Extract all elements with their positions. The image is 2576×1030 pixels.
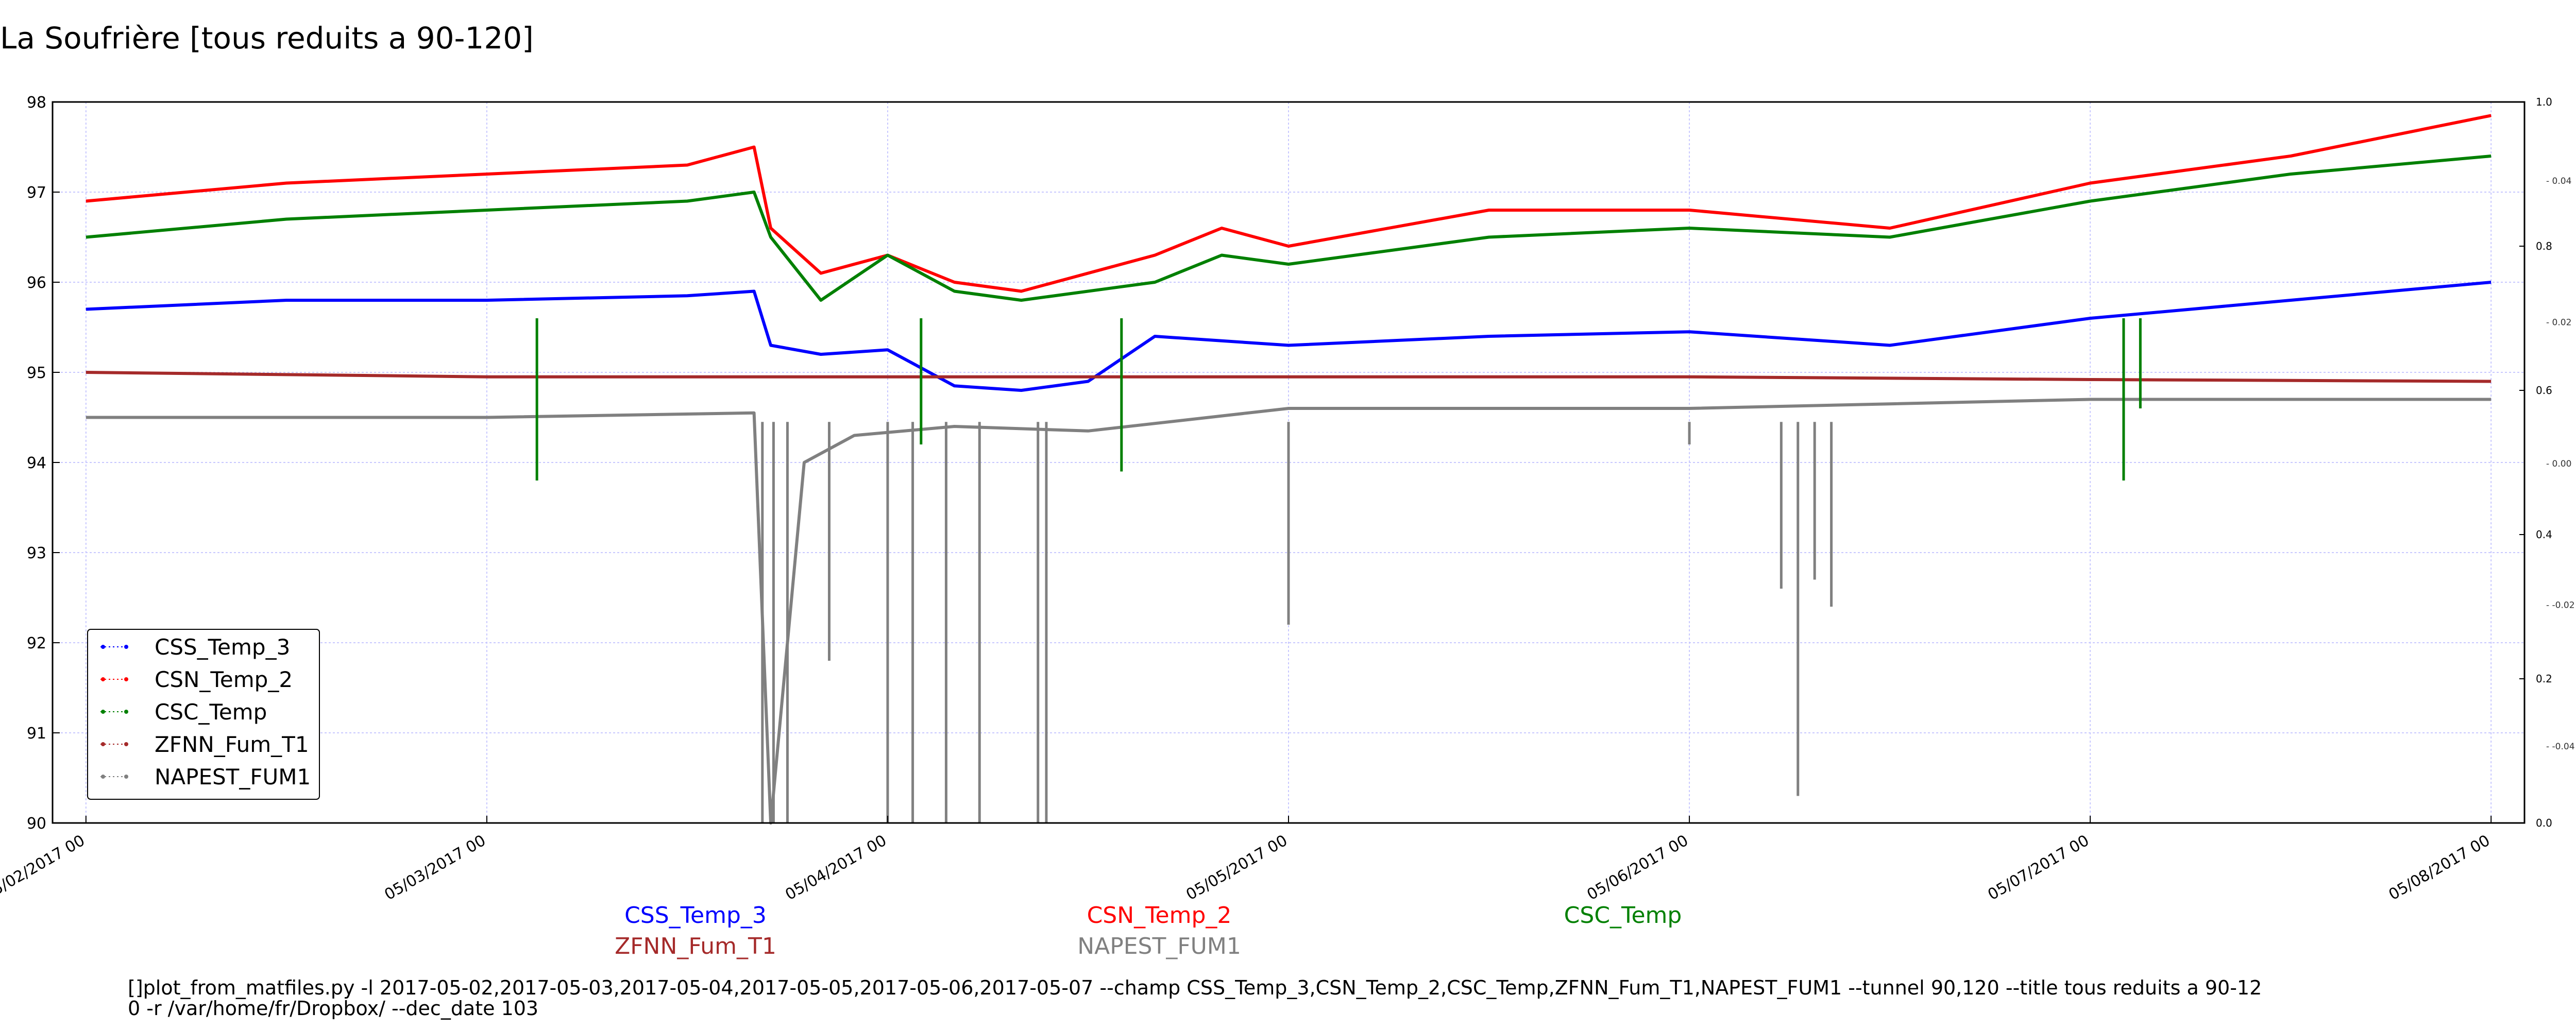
legend-marker: [124, 645, 128, 649]
y-tick-label: 94: [27, 454, 46, 472]
y2-tick-label: 0.0: [2536, 817, 2552, 829]
series-caption: CSS_Temp_3: [624, 902, 767, 929]
y2-tick-label: 0.4: [2536, 528, 2552, 541]
series-caption: CSC_Temp: [1564, 902, 1682, 929]
series-lines: [86, 114, 2492, 825]
command-line-2: 0 -r /var/home/fr/Dropbox/ --dec_date 10…: [128, 997, 539, 1020]
y-tick-label: 92: [27, 634, 46, 653]
x-tick-label: 05/05/2017 00: [1183, 832, 1291, 904]
series-line: [86, 371, 2492, 383]
legend-marker: [101, 742, 105, 746]
legend-label: CSN_Temp_2: [155, 667, 293, 692]
y2-tick-label: 0.6: [2536, 384, 2552, 397]
series-spikes: [535, 318, 2142, 823]
series-line: [86, 114, 2492, 293]
legend-label: ZFNN_Fum_T1: [155, 732, 309, 757]
x-tick-label: 05/02/2017 00: [0, 832, 88, 904]
legend-label: CSS_Temp_3: [155, 634, 290, 660]
series-line: [86, 154, 2492, 302]
y2-inner-tick-label: - 0.04: [2546, 176, 2571, 186]
y2-inner-tick-label: - -0.02: [2546, 600, 2575, 611]
series-caption: ZFNN_Fum_T1: [615, 933, 776, 959]
legend-marker: [101, 775, 105, 779]
y2-inner-tick-label: - 0.00: [2546, 459, 2571, 469]
legend-marker: [124, 677, 128, 681]
legend-label: NAPEST_FUM1: [155, 764, 311, 789]
legend-marker: [101, 710, 105, 714]
x-tick-label: 05/07/2017 00: [1985, 832, 2093, 904]
y-tick-label: 98: [27, 94, 46, 112]
y-tick-label: 97: [27, 184, 46, 202]
y-tick-label: 96: [27, 274, 46, 292]
x-tick-label: 05/04/2017 00: [782, 832, 890, 904]
y2-tick-label: 1.0: [2536, 96, 2552, 108]
legend-marker: [124, 775, 128, 779]
series-line: [86, 281, 2492, 392]
chart-title: La Soufrière [tous reduits a 90-120]: [0, 21, 534, 56]
legend: CSS_Temp_3 CSN_Temp_2 CSC_Temp ZFNN_Fum_T1 N…: [87, 629, 320, 800]
x-tick-label: 05/06/2017 00: [1584, 832, 1691, 904]
series-caption: NAPEST_FUM1: [1077, 933, 1241, 959]
y-tick-label: 91: [27, 725, 46, 743]
legend-box: [87, 629, 320, 800]
series-line: [86, 398, 2492, 825]
y2-tick-label: 0.8: [2536, 240, 2552, 252]
y2-tick-label: 0.2: [2536, 673, 2552, 685]
y2-inner-tick-label: - -0.04: [2546, 742, 2575, 752]
y2-inner-tick-label: - 0.02: [2546, 318, 2571, 328]
y-tick-label: 90: [27, 815, 46, 833]
legend-marker: [101, 645, 105, 649]
x-tick-label: 05/03/2017 00: [381, 832, 489, 904]
y-tick-label: 95: [27, 364, 46, 382]
legend-marker: [124, 742, 128, 746]
series-caption: CSN_Temp_2: [1087, 902, 1232, 929]
legend-label: CSC_Temp: [155, 699, 267, 725]
command-line-1: []plot_from_matfiles.py -l 2017-05-02,20…: [128, 976, 2262, 999]
x-tick-label: 05/08/2017 00: [2386, 832, 2494, 904]
legend-marker: [101, 677, 105, 681]
legend-marker: [124, 710, 128, 714]
y-tick-label: 93: [27, 544, 46, 562]
